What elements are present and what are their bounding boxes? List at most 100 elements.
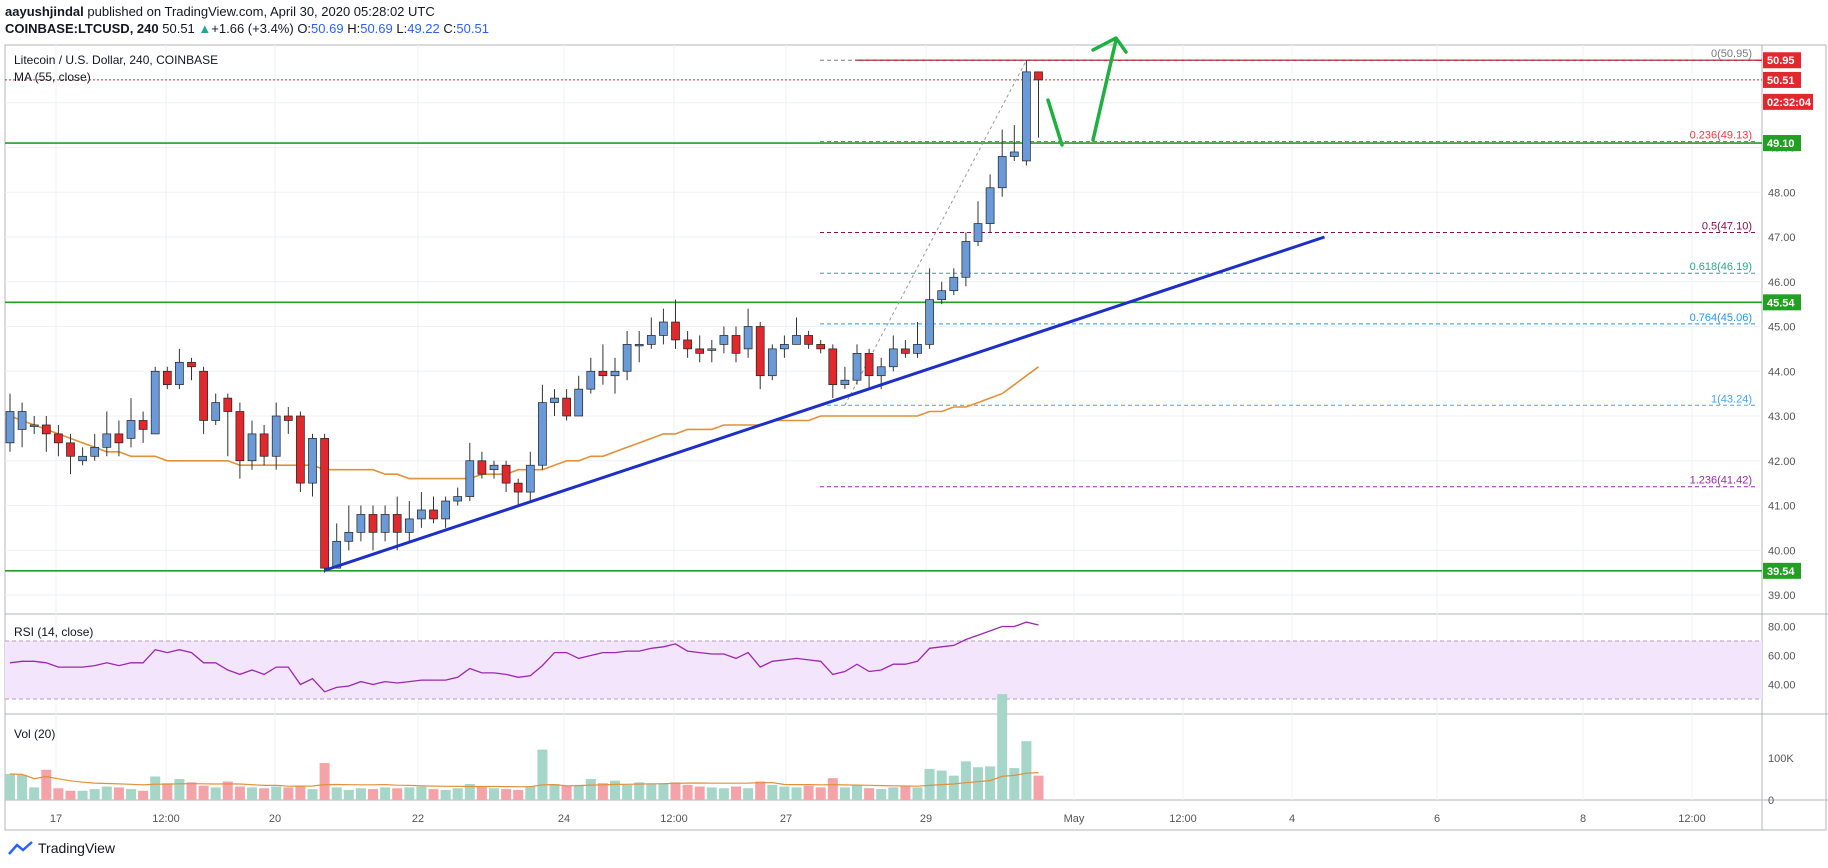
volume-bar [174, 779, 185, 800]
volume-bar [767, 784, 778, 800]
volume-bar [924, 768, 935, 800]
volume-bar [428, 789, 439, 800]
candle-body [973, 223, 983, 242]
candle-body [29, 424, 39, 427]
candle-body [90, 446, 100, 457]
price-tag [1763, 135, 1801, 152]
fib-level-label: 0.764(45.06) [1690, 312, 1752, 324]
price-pane[interactable]: 0(50.95) 0.236(49.13) 0.5(47.10) 0.618(46.1… [5, 48, 1762, 573]
candle [1022, 60, 1031, 166]
x-tick-label: 4 [1289, 813, 1295, 825]
y-tick-label: 43.00 [1768, 411, 1796, 423]
candle [1009, 125, 1019, 161]
price-tag [1763, 562, 1801, 579]
candle [429, 496, 438, 524]
candle-body [949, 276, 959, 292]
time-axis[interactable]: 17 12:00 20 22 24 12:00 27 29 May 12:00 4 6 8 12:00 [50, 813, 1706, 825]
candle-body [1022, 71, 1031, 162]
published-text: published on TradingView.com, April 30, … [87, 4, 435, 19]
candle [513, 478, 523, 506]
price-tag-label: 45.54 [1767, 297, 1795, 309]
volume-bar [307, 789, 318, 800]
candle-body [199, 370, 208, 421]
candle-body [1034, 71, 1043, 81]
candle [683, 330, 692, 358]
candle-body [985, 187, 995, 224]
fib-level-label: 1.236(41.42) [1690, 475, 1752, 487]
candle [997, 129, 1007, 197]
candle-body [308, 438, 317, 484]
candle-body [417, 509, 426, 520]
volume-bar [900, 786, 911, 800]
candle-body [465, 460, 475, 497]
candle-body [380, 514, 390, 533]
candle-body [828, 348, 838, 386]
candle [223, 393, 233, 457]
candle-body [489, 464, 499, 471]
volume-bar [670, 782, 681, 800]
volume-bar [464, 784, 475, 800]
volume-bar [295, 785, 306, 800]
candle [888, 335, 898, 372]
candle [525, 451, 535, 502]
candle [646, 317, 656, 349]
candle [828, 344, 838, 399]
candle-body [332, 540, 342, 569]
candle [138, 411, 148, 443]
close-value: 50.51 [456, 21, 489, 36]
upward-arrow [1091, 38, 1118, 142]
candle-body [320, 438, 329, 569]
volume-legend: Vol (20) [14, 727, 55, 741]
chart-title: Litecoin / U.S. Dollar, 240, COINBASE [14, 53, 218, 67]
candle-body [66, 442, 75, 457]
candle [622, 330, 632, 381]
volume-bar [126, 789, 136, 800]
author-name[interactable]: aayushjindal [5, 4, 84, 19]
volume-pane[interactable]: 0 100K [5, 694, 1794, 807]
volume-bar [779, 786, 790, 800]
volume-bar [864, 788, 875, 800]
candle-body [41, 424, 51, 435]
candle [852, 344, 862, 385]
candle-body [876, 366, 886, 377]
chart-border [4, 44, 1827, 831]
volume-bar [41, 769, 52, 800]
volume-bar [77, 790, 88, 800]
candle [66, 433, 75, 475]
x-tick-label: 20 [269, 813, 281, 825]
ma-legend: MA (55, close) [14, 70, 91, 84]
tradingview-logo-icon [8, 841, 33, 855]
tradingview-logo[interactable]: TradingView [8, 840, 115, 856]
price-tag [1763, 52, 1801, 69]
x-tick-label: May [1064, 813, 1085, 825]
volume-bar [597, 783, 608, 800]
x-tick-label: 12:00 [1678, 813, 1706, 825]
x-tick-label: 22 [412, 813, 424, 825]
volume-bar [852, 784, 862, 800]
candle-body [5, 411, 15, 444]
candle [816, 339, 826, 354]
candle [731, 326, 741, 363]
candle [586, 357, 596, 394]
y-tick-label: 41.00 [1768, 501, 1796, 513]
candle [634, 330, 644, 363]
rsi-tick-label: 40.00 [1768, 680, 1796, 692]
candle [707, 339, 717, 363]
rsi-pane[interactable]: 40.00 60.00 80.00 [5, 621, 1796, 700]
candle-body [453, 496, 463, 502]
volume-bar [501, 789, 512, 800]
volume-bar [718, 788, 729, 800]
x-tick-label: 24 [558, 813, 570, 825]
volume-bar [1009, 768, 1020, 800]
candle-body [283, 415, 293, 421]
symbol-label: COINBASE:LTCUSD, 240 [5, 21, 159, 36]
candle [283, 407, 293, 434]
price-axis[interactable]: 39.00 40.00 41.00 42.00 43.00 44.00 45.00 46.00… [1763, 52, 1813, 602]
open-value: 50.69 [311, 21, 344, 36]
volume-bar [755, 781, 766, 800]
candle [332, 523, 342, 569]
candle-body [562, 397, 571, 417]
candle-body [501, 464, 511, 484]
x-tick-label: 27 [780, 813, 792, 825]
